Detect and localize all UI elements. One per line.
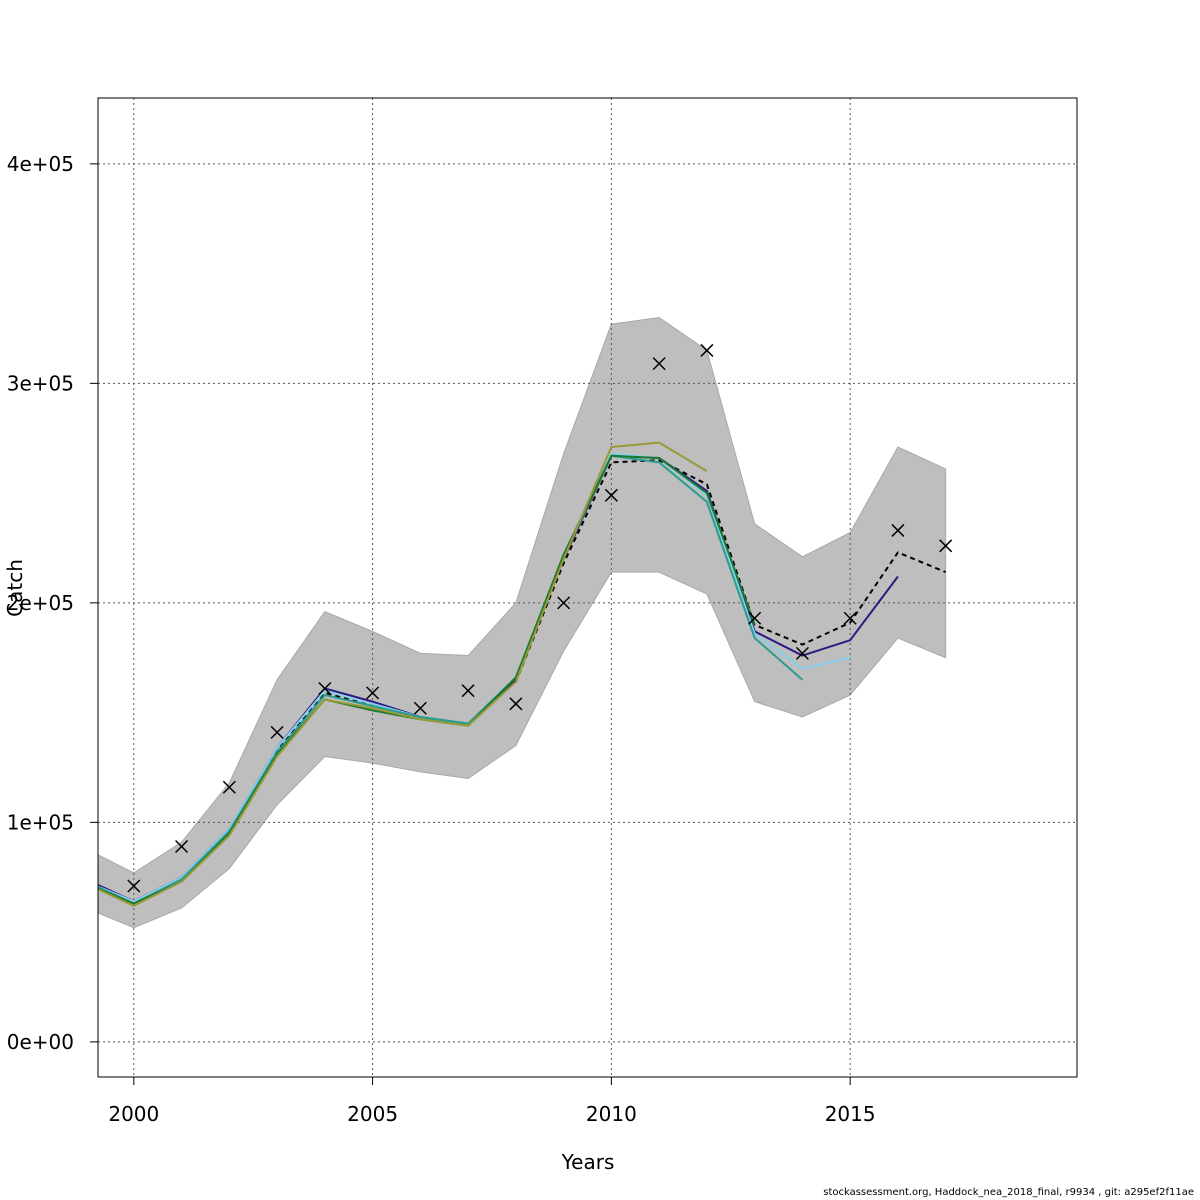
series-line-6 xyxy=(98,441,708,907)
observed-point xyxy=(795,646,809,660)
observed-point xyxy=(843,611,857,625)
y-tick-label: 0e+00 xyxy=(7,1030,74,1054)
plot-frame xyxy=(97,97,1078,1078)
observed-point xyxy=(652,357,666,371)
observed-point xyxy=(509,697,523,711)
confidence-band xyxy=(98,316,947,929)
observed-point xyxy=(127,879,141,893)
observed-point xyxy=(939,539,953,553)
observed-point xyxy=(175,839,189,854)
x-tick-label: 2015 xyxy=(825,1102,876,1126)
y-tick-label: 2e+05 xyxy=(7,591,74,615)
observed-point xyxy=(222,780,236,794)
series-line-4 xyxy=(98,454,804,905)
observed-point xyxy=(413,701,427,715)
x-tick-label: 2005 xyxy=(347,1102,398,1126)
y-tick-label: 3e+05 xyxy=(7,371,74,395)
observed-point xyxy=(461,684,475,698)
observed-point xyxy=(270,725,284,739)
footer-credit: stockassessment.org, Haddock_nea_2018_fi… xyxy=(823,1187,1194,1198)
x-tick-label: 2000 xyxy=(108,1102,159,1126)
observed-point xyxy=(604,488,618,502)
observed-point xyxy=(366,686,380,700)
observed-point xyxy=(748,611,762,625)
y-axis-title: Catch xyxy=(3,559,27,617)
observed-point xyxy=(557,596,571,610)
x-tick-label: 2010 xyxy=(586,1102,637,1126)
y-tick-label: 4e+05 xyxy=(7,152,74,176)
x-axis-title: Years xyxy=(561,1150,615,1174)
observed-point xyxy=(891,523,905,537)
y-tick-label: 1e+05 xyxy=(7,810,74,834)
observed-point xyxy=(700,343,714,357)
observed-point xyxy=(318,681,332,696)
